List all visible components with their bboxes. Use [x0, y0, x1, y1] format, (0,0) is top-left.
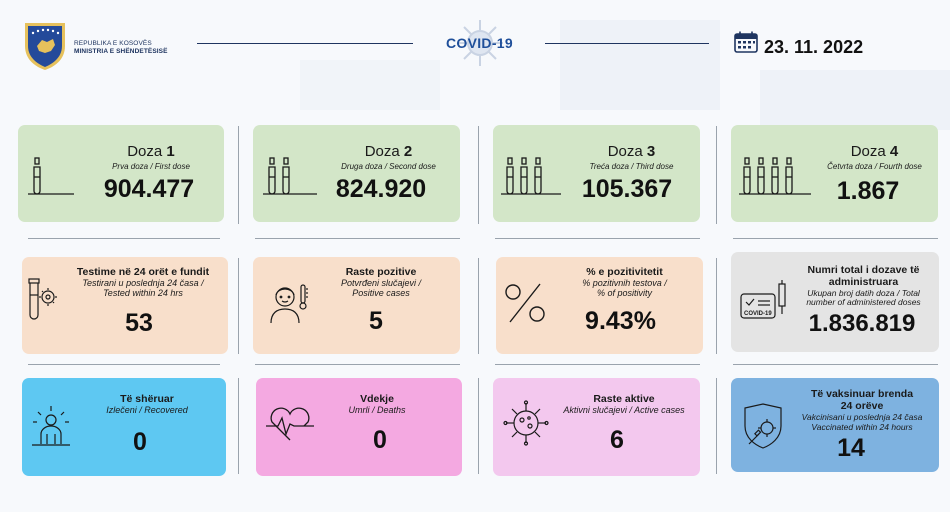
total-doses-subtitle-1: Ukupan broj datih doza / Total	[807, 288, 920, 298]
coronavirus-icon	[457, 20, 503, 66]
deaths-value: 0	[373, 426, 387, 454]
dose-3-value: 105.367	[581, 175, 673, 203]
grid-separator	[28, 364, 220, 365]
total-doses-value: 1.836.819	[808, 310, 916, 337]
grid-separator	[495, 364, 700, 365]
deaths-subtitle: Umrli / Deaths	[348, 405, 406, 415]
total-doses-title-1: Numri total i dozave të	[807, 264, 920, 276]
active-cases-title: Raste aktive	[593, 393, 655, 405]
dose-3-title: Doza 3	[607, 143, 656, 160]
grid-separator	[28, 238, 220, 239]
recovered-title: Të shëruar	[120, 393, 174, 405]
dose-1-value: 904.477	[103, 175, 195, 203]
vaccinated-24h-value: 14	[837, 434, 865, 462]
grid-separator	[238, 378, 239, 474]
virus-icon	[503, 400, 549, 446]
organization-name: REPUBLIKA E KOSOVËS MINISTRIA E SHËNDETË…	[74, 40, 168, 56]
positive-cases-title: Raste pozitive	[345, 266, 417, 278]
total-doses-title-2: administruara	[828, 276, 899, 288]
dose-2-subtitle: Druga doza / Second dose	[341, 162, 436, 171]
org-line-1: REPUBLIKA E KOSOVËS	[74, 40, 152, 47]
covid-badge-text: COVID-19	[744, 311, 772, 317]
tests-value: 53	[125, 309, 153, 337]
grid-separator	[478, 378, 479, 474]
dose-1-card: Doza 1 Prva doza / First dose 904.477	[18, 125, 224, 222]
vaccine-shield-icon	[744, 403, 782, 449]
vaccinated-24h-title-1: Të vaksinuar brenda	[810, 388, 914, 400]
dose-1-subtitle: Prva doza / First dose	[112, 162, 190, 171]
vaccinated-24h-subtitle-1: Vakcinisani u poslednja 24 časa	[801, 412, 923, 422]
deaths-title: Vdekje	[360, 393, 394, 405]
total-doses-card: COVID-19 Numri total i dozave të adminis…	[731, 252, 939, 352]
dose-4-subtitle: Četvrta doza / Fourth dose	[827, 162, 922, 171]
grid-separator	[733, 238, 938, 239]
vaccination-certificate-icon: COVID-19	[740, 280, 786, 319]
positivity-card: % e pozitivitetit % pozitivnih testova /…	[496, 257, 703, 354]
kosovo-coat-of-arms-icon	[25, 23, 65, 70]
tests-title: Testime në 24 orët e fundit	[76, 266, 210, 278]
recovered-card: Të shëruar Izlečeni / Recovered 0	[22, 378, 226, 476]
tests-subtitle-1: Testirani u poslednja 24 časa /	[82, 278, 204, 288]
positive-cases-value: 5	[369, 307, 383, 335]
dose-2-card: Doza 2 Druga doza / Second dose 824.920	[253, 125, 460, 222]
vaccine-vial-icon	[28, 157, 74, 195]
tests-subtitle-2: Tested within 24 hrs	[103, 288, 183, 298]
positivity-subtitle-1: % pozitivnih testova /	[582, 278, 667, 288]
vaccine-vials-icon	[739, 157, 811, 195]
grid-separator	[495, 238, 700, 239]
heartbeat-icon	[266, 407, 314, 441]
active-cases-value: 6	[610, 426, 624, 454]
grid-separator	[255, 238, 460, 239]
recovered-subtitle: Izlečeni / Recovered	[106, 405, 188, 415]
vaccinated-24h-subtitle-2: Vaccinated within 24 hours	[811, 422, 913, 432]
active-cases-card: Raste aktive Aktivni slučajevi / Active …	[493, 378, 700, 476]
positive-cases-subtitle-2: Positive cases	[352, 288, 410, 298]
percent-icon	[505, 283, 545, 323]
positive-cases-card: Raste pozitive Potvrđeni slučajevi / Pos…	[253, 257, 460, 354]
covid-title: COVID-19	[446, 35, 513, 51]
report-date: 23. 11. 2022	[764, 37, 864, 57]
header: REPUBLIKA E KOSOVËS MINISTRIA E SHËNDETË…	[0, 0, 950, 90]
dose-1-title: Doza 1	[127, 143, 175, 160]
recovered-value: 0	[133, 428, 147, 456]
grid-separator	[478, 126, 479, 224]
grid-separator	[716, 126, 717, 224]
header-divider-right	[545, 43, 709, 44]
vaccine-vials-icon	[501, 157, 561, 195]
tests-card: Testime në 24 orët e fundit Testirani u …	[22, 257, 228, 354]
recovered-person-icon	[32, 406, 70, 446]
dose-2-title: Doza 2	[364, 143, 413, 160]
grid-separator	[733, 364, 938, 365]
dose-2-value: 824.920	[335, 175, 427, 203]
dose-3-card: Doza 3 Treća doza / Third dose 105.367	[493, 125, 700, 222]
grid-separator	[478, 258, 479, 354]
org-line-2: MINISTRIA E SHËNDETËSISË	[74, 48, 168, 55]
grid-separator	[255, 364, 460, 365]
dose-4-value: 1.867	[836, 177, 900, 205]
deaths-card: Vdekje Umrli / Deaths 0	[256, 378, 462, 476]
grid-separator	[238, 126, 239, 224]
header-divider-left	[197, 43, 413, 44]
positive-cases-subtitle-1: Potvrđeni slučajevi /	[340, 278, 422, 288]
total-doses-subtitle-2: number of administered doses	[806, 297, 921, 307]
positivity-value: 9.43%	[585, 307, 656, 335]
positivity-subtitle-2: % of positivity	[596, 288, 653, 298]
positivity-title: % e pozitivitetit	[586, 266, 663, 278]
active-cases-subtitle: Aktivni slučajevi / Active cases	[563, 405, 685, 415]
dose-3-subtitle: Treća doza / Third dose	[589, 162, 674, 171]
dose-4-card: Doza 4 Četvrta doza / Fourth dose 1.867	[731, 125, 938, 222]
calendar-icon	[734, 31, 758, 53]
dose-4-title: Doza 4	[850, 143, 899, 160]
grid-separator	[238, 258, 239, 354]
test-tube-icon	[28, 278, 57, 320]
vaccine-vials-icon	[263, 157, 317, 195]
fever-patient-icon	[270, 284, 308, 324]
vaccinated-24h-title-2: 24 orëve	[840, 400, 884, 412]
grid-separator	[716, 258, 717, 354]
grid-separator	[716, 378, 717, 474]
vaccinated-24h-card: Të vaksinuar brenda 24 orëve Vakcinisani…	[731, 378, 939, 472]
